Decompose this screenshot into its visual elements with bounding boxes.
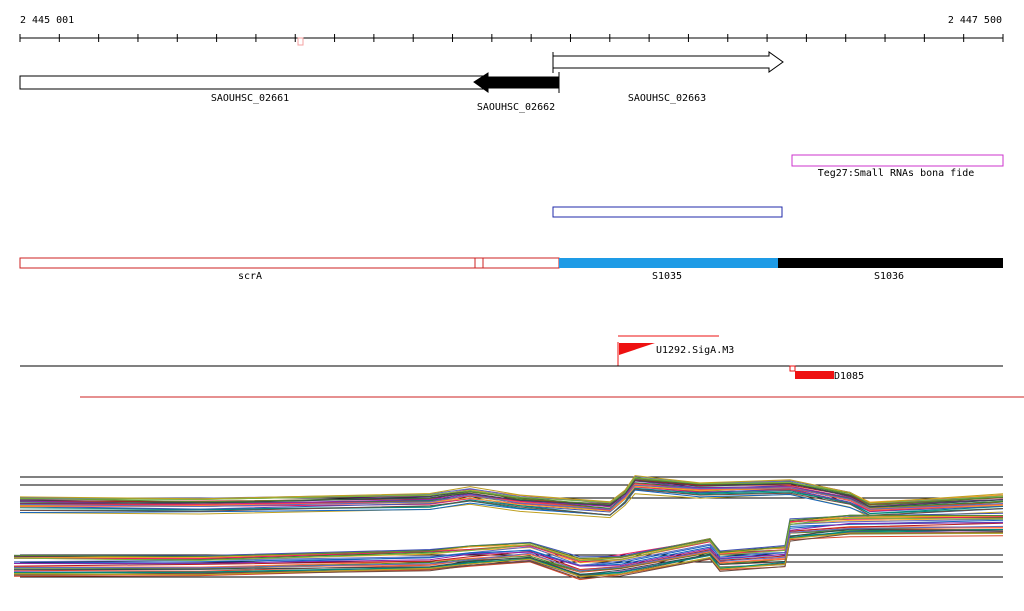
profile-group-lower [13,512,1004,581]
gene-arrow-saouhsc-02662[interactable] [473,72,560,93]
annotation-label-d1085: D1085 [834,371,864,382]
srna-track: Teg27:Small RNAs bona fide [791,154,1004,179]
gene-arrow-saouhsc-02661[interactable] [19,75,487,90]
segment-label-s1035: S1035 [652,271,682,282]
gene-label-saouhsc-02662: SAOUHSC_02662 [477,102,555,113]
srna-label-teg27: Teg27:Small RNAs bona fide [818,168,975,179]
segment-s1035[interactable] [559,258,778,268]
expression-profile-line [13,522,1004,567]
expression-profile-line [19,480,1004,508]
expression-profile-line [13,512,1004,558]
expression-profile-line [19,489,1004,517]
expression-profile-line [13,517,1004,562]
annotation-track: U1292.SigA.M3 D1085 [20,335,1024,398]
gene-label-saouhsc-02661: SAOUHSC_02661 [211,93,289,104]
feature-box[interactable] [552,206,783,218]
ruler-start-label: 2 445 001 [20,15,74,26]
expression-profile-line [19,475,1004,504]
annotation-label-u1292: U1292.SigA.M3 [656,345,734,356]
segment-scra[interactable] [19,257,560,269]
expression-profile-line [13,528,1004,573]
expression-profile-line [13,514,1004,559]
expression-profiles [13,475,1004,581]
segment-label-scra: scrA [238,271,262,282]
segment-track: scrA S1035 S1036 [19,257,1003,282]
segment-s1036[interactable] [778,258,1003,268]
expression-profile-line [13,532,1004,578]
gene-track: SAOUHSC_02661 SAOUHSC_02662 SAOUHSC_0266… [19,51,784,113]
expression-profile-line [20,480,1004,508]
promoter-flag-icon[interactable] [619,343,655,355]
profile-group-upper [19,475,1004,519]
expression-profile-line [13,528,1004,576]
annotation-box-d1085[interactable] [795,371,834,379]
terminator-marker [789,365,796,372]
expression-profile-line [19,487,1004,516]
coordinate-ruler: 2 445 001 2 447 500 [19,15,1004,46]
ruler-position-marker[interactable] [297,37,304,46]
ruler-end-label: 2 447 500 [948,15,1002,26]
expression-profile-line [19,488,1004,516]
expression-profile-line [13,525,1004,572]
segment-label-s1036: S1036 [874,271,904,282]
expression-profile-line [19,484,1004,510]
gene-arrow-saouhsc-02663[interactable] [552,51,784,73]
gene-label-saouhsc-02663: SAOUHSC_02663 [628,93,706,104]
srna-box-teg27[interactable] [791,154,1004,167]
ruler-ticks [19,34,1004,42]
